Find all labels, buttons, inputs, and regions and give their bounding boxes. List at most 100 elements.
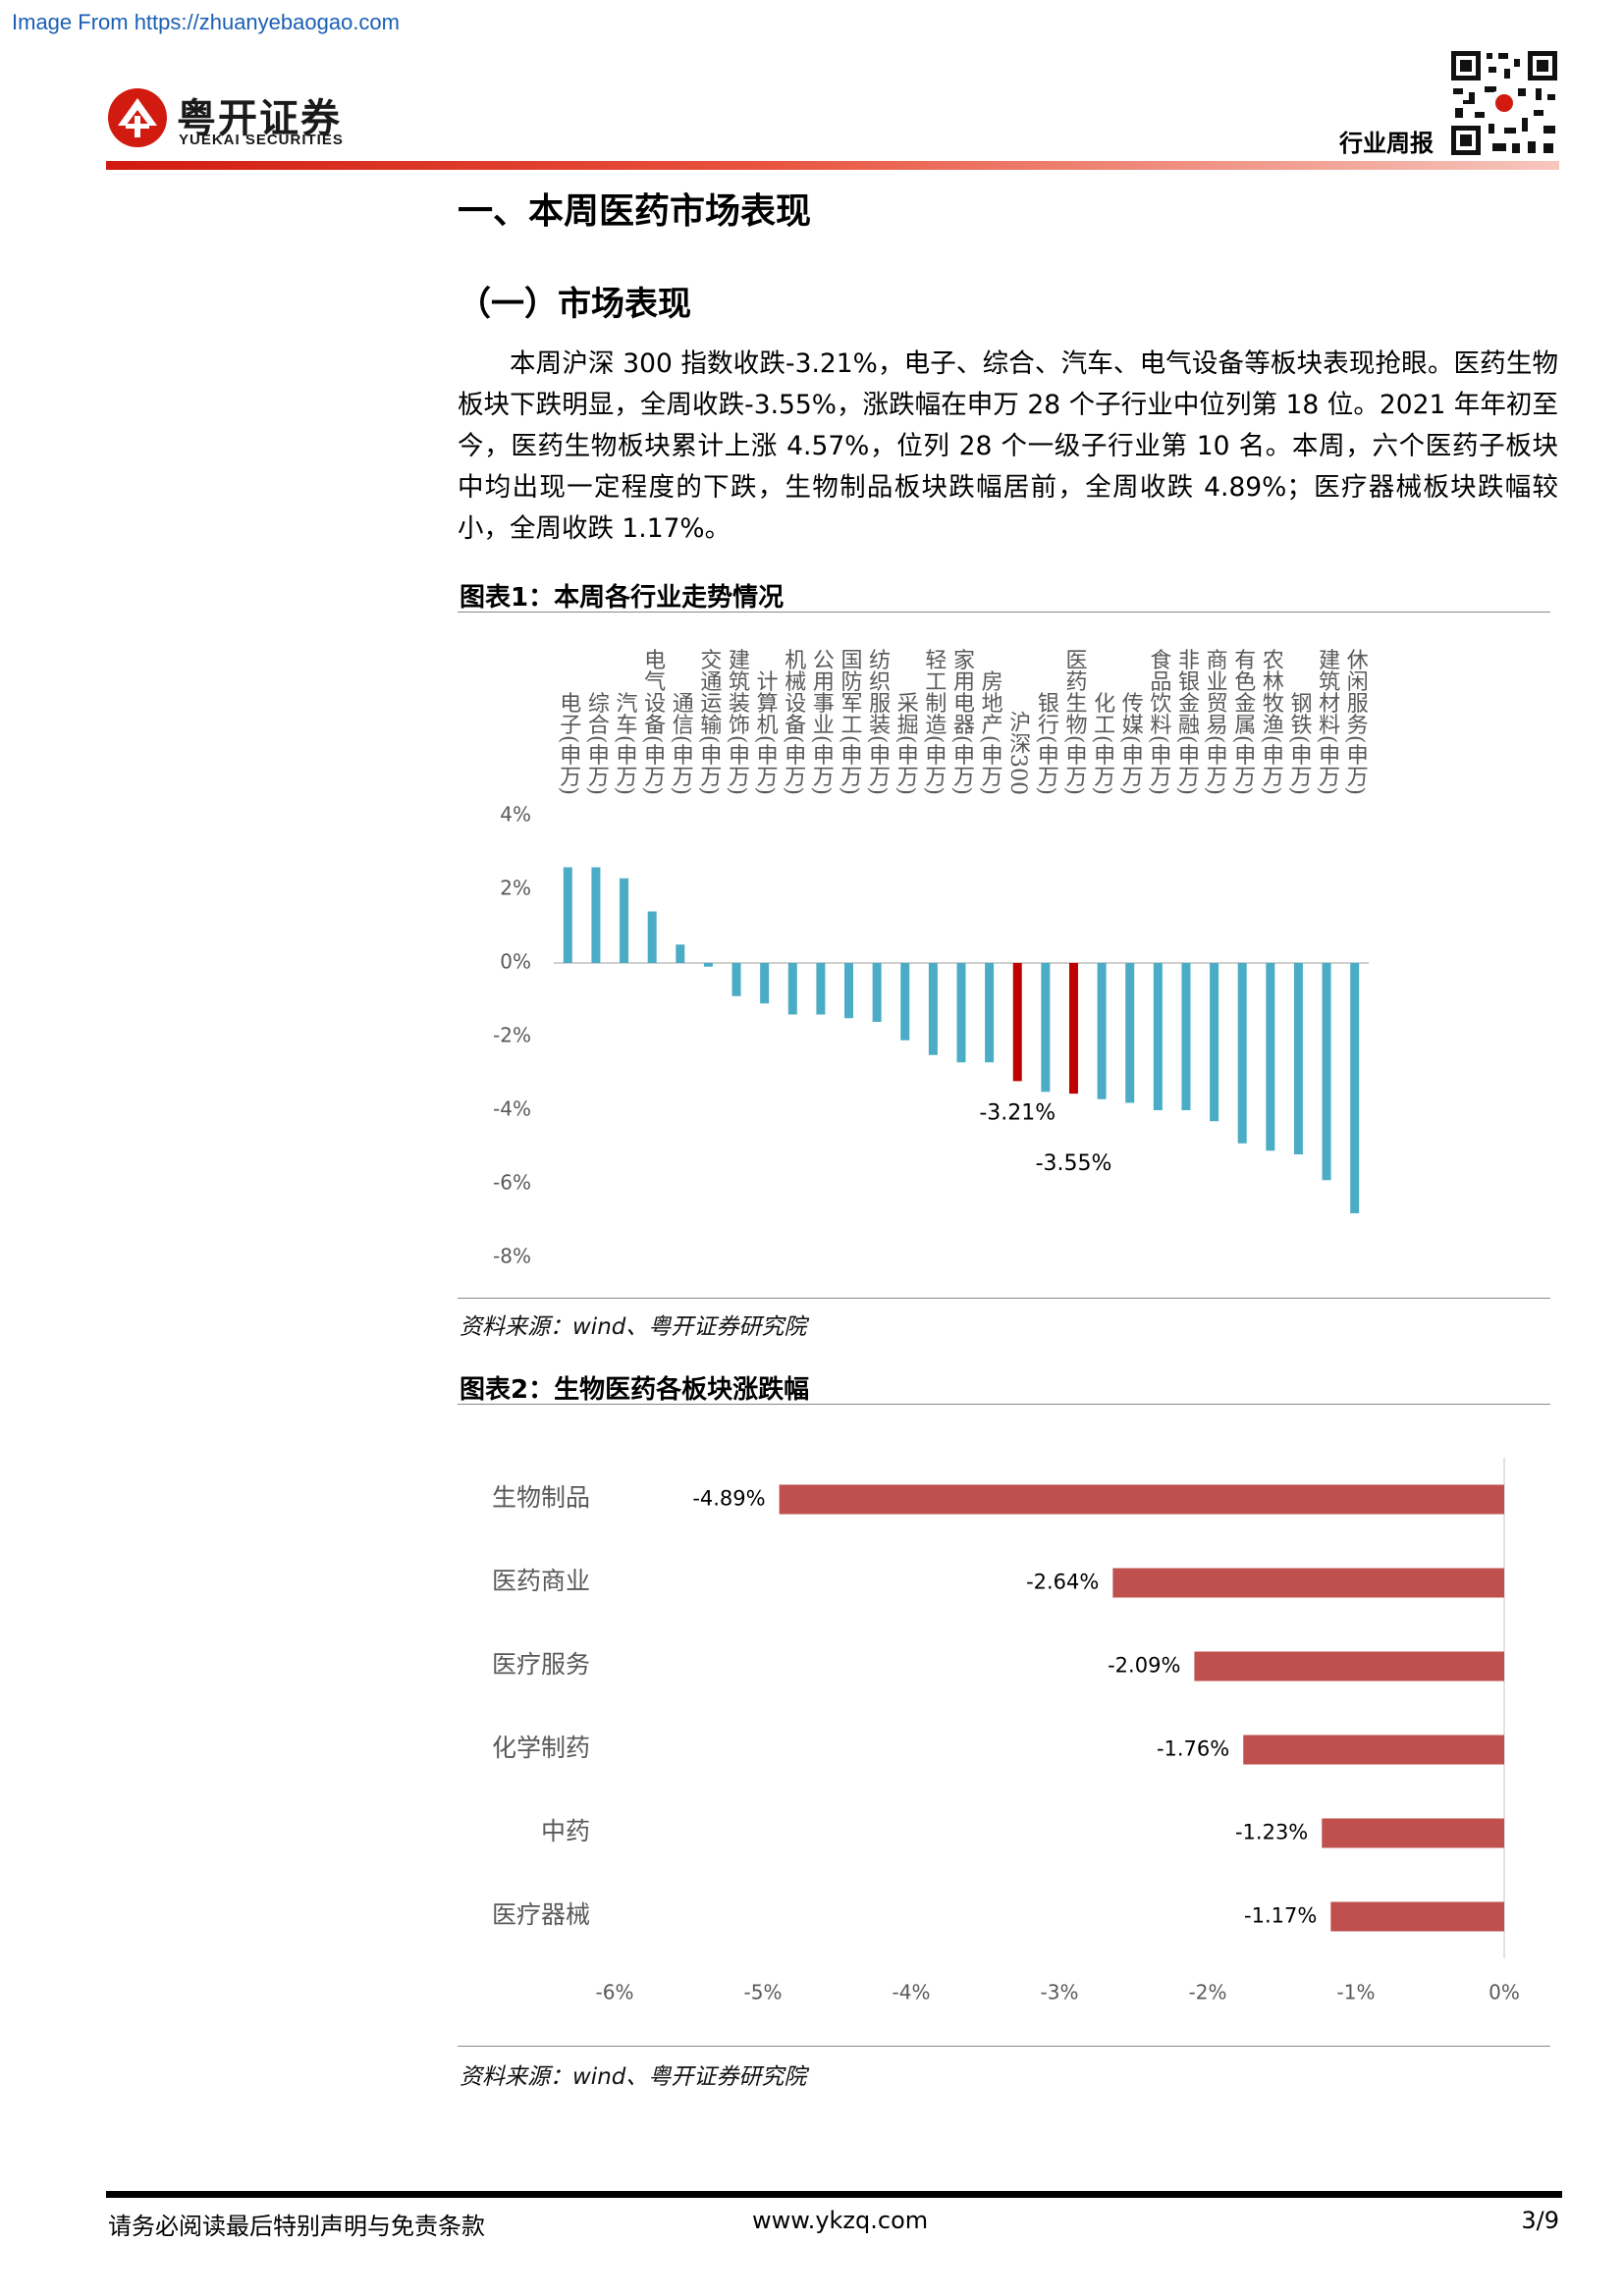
bar <box>1350 963 1360 1213</box>
x-tick-label: 房地产(申万) <box>978 670 1003 795</box>
x-tick-label: 休闲服务(申万) <box>1343 649 1369 795</box>
footer-rule <box>106 2191 1562 2198</box>
bar <box>760 963 770 1004</box>
bar <box>1266 963 1275 1151</box>
x-tick-label: 综合(申万) <box>584 692 610 795</box>
x-tick-label: 家用电器(申万) <box>949 649 975 795</box>
logo-icon <box>108 88 167 147</box>
x-tick-label: 食品饮料(申万) <box>1146 649 1171 795</box>
subsection-title: （一）市场表现 <box>458 285 691 324</box>
figure-source: 资料来源：wind、粤开证券研究院 <box>460 1314 807 1340</box>
bar <box>647 911 657 963</box>
bar <box>1322 963 1331 1181</box>
x-tick-label: 钢铁(申万) <box>1286 692 1312 795</box>
footer-website: www.ykzq.com <box>752 2207 929 2234</box>
x-tick-label: 交通运输(申万) <box>696 649 722 795</box>
x-tick-label: 轻工制造(申万) <box>921 649 947 795</box>
x-tick-label: 农林牧渔(申万) <box>1259 649 1284 795</box>
x-tick-label: 有色金属(申万) <box>1230 649 1256 795</box>
bar <box>956 963 966 1063</box>
bar <box>1041 963 1051 1093</box>
data-label: -3.55% <box>1036 1151 1112 1176</box>
bar <box>928 963 938 1055</box>
data-label: -1.76% <box>1157 1737 1229 1761</box>
bar <box>1243 1735 1504 1765</box>
bar <box>1330 1901 1504 1932</box>
x-tick-label: -6% <box>596 1981 634 2004</box>
figure-rule <box>458 1404 1550 1405</box>
x-tick-label: 传媒(申万) <box>1118 692 1144 795</box>
x-tick-label: -2% <box>1189 1981 1227 2004</box>
bar <box>1293 963 1303 1154</box>
bar <box>900 963 910 1041</box>
bar <box>985 963 995 1063</box>
x-tick-label: -5% <box>744 1981 783 2004</box>
figure-title: 图表1：本周各行业走势情况 <box>460 583 785 613</box>
figure-source: 资料来源：wind、粤开证券研究院 <box>460 2064 807 2090</box>
x-tick-label: 机械设备(申万) <box>781 649 806 795</box>
y-tick-label: -6% <box>493 1171 531 1195</box>
bar <box>676 944 685 963</box>
y-tick-label: 医疗服务 <box>492 1650 590 1679</box>
x-tick-label: 国防军工(申万) <box>838 649 863 795</box>
y-tick-label: 医药商业 <box>492 1567 590 1595</box>
x-tick-label: 电气设备(申万) <box>640 649 666 795</box>
x-tick-label: 建筑材料(申万) <box>1315 649 1340 795</box>
bar <box>620 878 629 963</box>
bar <box>731 963 741 996</box>
x-tick-label: 电子(申万) <box>556 692 581 795</box>
y-tick-label: 2% <box>500 877 531 900</box>
footer-page: 3/9 <box>1521 2207 1559 2234</box>
bar <box>1194 1651 1504 1682</box>
qr-code <box>1449 49 1559 157</box>
x-tick-label: 公用事业(申万) <box>809 649 835 795</box>
bar <box>1125 963 1135 1103</box>
bar <box>1181 963 1191 1110</box>
x-tick-label: -4% <box>893 1981 931 2004</box>
y-tick-label: -8% <box>493 1245 531 1268</box>
header-rule <box>106 161 1559 170</box>
y-tick-label: 中药 <box>541 1817 590 1845</box>
bar <box>1068 963 1078 1095</box>
logo-subtext: YUEKAI SECURITIES <box>179 132 344 148</box>
data-label: -1.17% <box>1244 1904 1317 1928</box>
x-tick-label: 纺织服装(申万) <box>865 649 891 795</box>
data-label: -4.89% <box>692 1487 765 1511</box>
bar <box>844 963 854 1019</box>
y-tick-label: -4% <box>493 1097 531 1121</box>
bar <box>591 867 601 963</box>
x-tick-label: 沪深300 <box>1005 711 1031 795</box>
y-tick-label: 化学制药 <box>492 1734 590 1762</box>
bar <box>563 867 572 963</box>
bar <box>1210 963 1219 1122</box>
figure-rule <box>458 612 1550 613</box>
x-tick-label: 非银金融(申万) <box>1174 649 1200 795</box>
x-tick-label: 0% <box>1489 1981 1520 2004</box>
report-type: 行业周报 <box>1339 130 1434 157</box>
data-label: -2.09% <box>1108 1654 1180 1678</box>
section-title: 一、本周医药市场表现 <box>458 191 812 232</box>
y-tick-label: 0% <box>500 950 531 974</box>
bar <box>816 963 826 1015</box>
x-tick-label: 建筑装饰(申万) <box>725 649 750 795</box>
y-tick-label: 生物制品 <box>492 1483 590 1512</box>
footer-disclaimer: 请务必阅读最后特别声明与免责条款 <box>108 2213 485 2240</box>
y-tick-label: -2% <box>493 1024 531 1047</box>
paragraph: 本周沪深 300 指数收跌-3.21%，电子、综合、汽车、电气设备等板块表现抢眼… <box>458 348 1558 544</box>
bar <box>1112 1568 1504 1598</box>
bar <box>779 1484 1504 1515</box>
data-label: -1.23% <box>1235 1821 1308 1844</box>
bar <box>703 963 713 967</box>
bar <box>1237 963 1247 1144</box>
x-tick-label: 医药生物(申万) <box>1061 649 1087 795</box>
x-tick-label: 化工(申万) <box>1090 692 1115 795</box>
logo-text: 粤开证券 <box>177 96 342 141</box>
x-tick-label: 汽车(申万) <box>613 692 638 795</box>
chart: -6% -5% -4% -3% -2% -1% 0% 生物制品 -4.89% 医药商业 -2.64%… <box>492 1458 1520 2004</box>
bar <box>1322 1818 1504 1848</box>
bar <box>1097 963 1107 1099</box>
data-label: -3.21% <box>979 1100 1056 1125</box>
bar <box>787 963 797 1015</box>
data-label: -2.64% <box>1026 1571 1099 1594</box>
